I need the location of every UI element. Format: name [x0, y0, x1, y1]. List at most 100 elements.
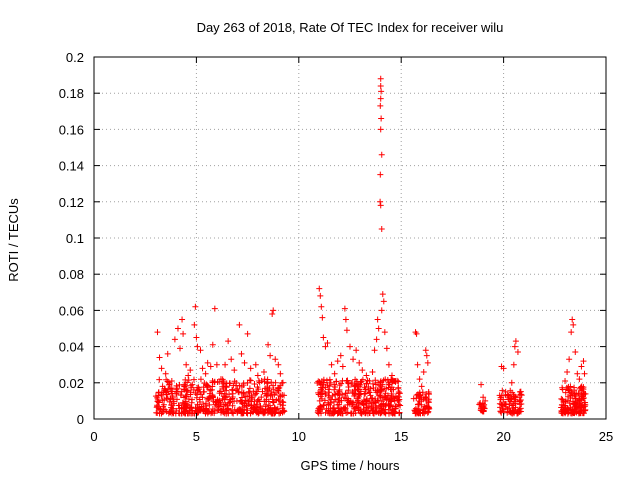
- data-point: [188, 399, 195, 406]
- data-point: [377, 102, 384, 109]
- data-point: [516, 406, 523, 413]
- data-point: [203, 381, 210, 388]
- data-point: [226, 380, 233, 387]
- data-point: [246, 385, 253, 392]
- data-point: [180, 330, 187, 337]
- data-point: [566, 400, 573, 407]
- data-point: [173, 390, 180, 397]
- data-point: [326, 383, 333, 390]
- data-point: [377, 379, 384, 386]
- data-point: [179, 399, 186, 406]
- data-point: [236, 321, 243, 328]
- data-point: [275, 396, 282, 403]
- data-point: [559, 384, 566, 391]
- data-point: [374, 387, 381, 394]
- data-point: [373, 336, 380, 343]
- data-point: [512, 404, 519, 411]
- data-point: [565, 383, 572, 390]
- data-point: [354, 395, 361, 402]
- data-point: [414, 361, 421, 368]
- data-point: [226, 399, 233, 406]
- data-point: [159, 383, 166, 390]
- data-point: [362, 398, 369, 405]
- data-point: [376, 392, 383, 399]
- data-point: [372, 377, 379, 384]
- data-point: [184, 387, 191, 394]
- data-point: [192, 389, 199, 396]
- data-point: [574, 403, 581, 410]
- data-point: [327, 379, 334, 386]
- data-point: [199, 365, 206, 372]
- data-point: [160, 403, 167, 410]
- data-point: [372, 400, 379, 407]
- data-point: [154, 329, 161, 336]
- data-point: [570, 400, 577, 407]
- data-point: [267, 352, 274, 359]
- data-point: [231, 378, 238, 385]
- data-point: [169, 388, 176, 395]
- data-point: [326, 376, 333, 383]
- data-point: [353, 347, 360, 354]
- data-point: [382, 410, 389, 417]
- data-point: [203, 384, 210, 391]
- data-point: [352, 376, 359, 383]
- x-tick-label: 5: [193, 429, 200, 444]
- data-point: [248, 402, 255, 409]
- x-tick-label: 0: [90, 429, 97, 444]
- data-point: [331, 409, 338, 416]
- data-point: [378, 151, 385, 158]
- data-point: [269, 311, 276, 318]
- data-point: [377, 402, 384, 409]
- data-point: [378, 398, 385, 405]
- data-point: [386, 381, 393, 388]
- data-point: [573, 390, 580, 397]
- data-point: [378, 409, 385, 416]
- data-point: [395, 385, 402, 392]
- data-point: [386, 397, 393, 404]
- y-tick-label: 0.16: [59, 122, 84, 137]
- data-point: [512, 338, 519, 345]
- data-point: [377, 202, 384, 209]
- data-point: [384, 377, 391, 384]
- data-point: [500, 365, 507, 372]
- data-point: [174, 325, 181, 332]
- data-point: [252, 391, 259, 398]
- data-point: [197, 376, 204, 383]
- y-axis-label: ROTI / TECUs: [6, 198, 21, 282]
- data-point: [377, 82, 384, 89]
- data-point: [397, 402, 404, 409]
- data-point: [369, 368, 376, 375]
- data-point: [281, 408, 288, 415]
- data-point: [480, 394, 487, 401]
- data-point: [478, 407, 485, 414]
- data-point: [516, 397, 523, 404]
- data-point: [194, 343, 201, 350]
- data-point: [247, 409, 254, 416]
- data-point: [236, 408, 243, 415]
- data-point: [156, 410, 163, 417]
- y-tick-label: 0.04: [59, 340, 84, 355]
- data-point: [368, 395, 375, 402]
- data-point: [334, 358, 341, 365]
- data-point: [177, 391, 184, 398]
- data-point: [244, 379, 251, 386]
- data-point: [574, 370, 581, 377]
- data-point: [183, 393, 190, 400]
- data-point: [506, 404, 513, 411]
- data-point: [422, 347, 429, 354]
- data-point: [504, 392, 511, 399]
- data-point: [227, 396, 234, 403]
- data-point: [277, 370, 284, 377]
- data-point: [192, 303, 199, 310]
- data-point: [423, 352, 430, 359]
- data-point: [181, 404, 188, 411]
- data-point: [358, 378, 365, 385]
- x-tick-label: 10: [292, 429, 306, 444]
- data-point: [392, 393, 399, 400]
- data-point: [162, 370, 169, 377]
- data-point: [498, 392, 505, 399]
- data-point: [317, 391, 324, 398]
- data-point: [337, 352, 344, 359]
- data-point: [204, 359, 211, 366]
